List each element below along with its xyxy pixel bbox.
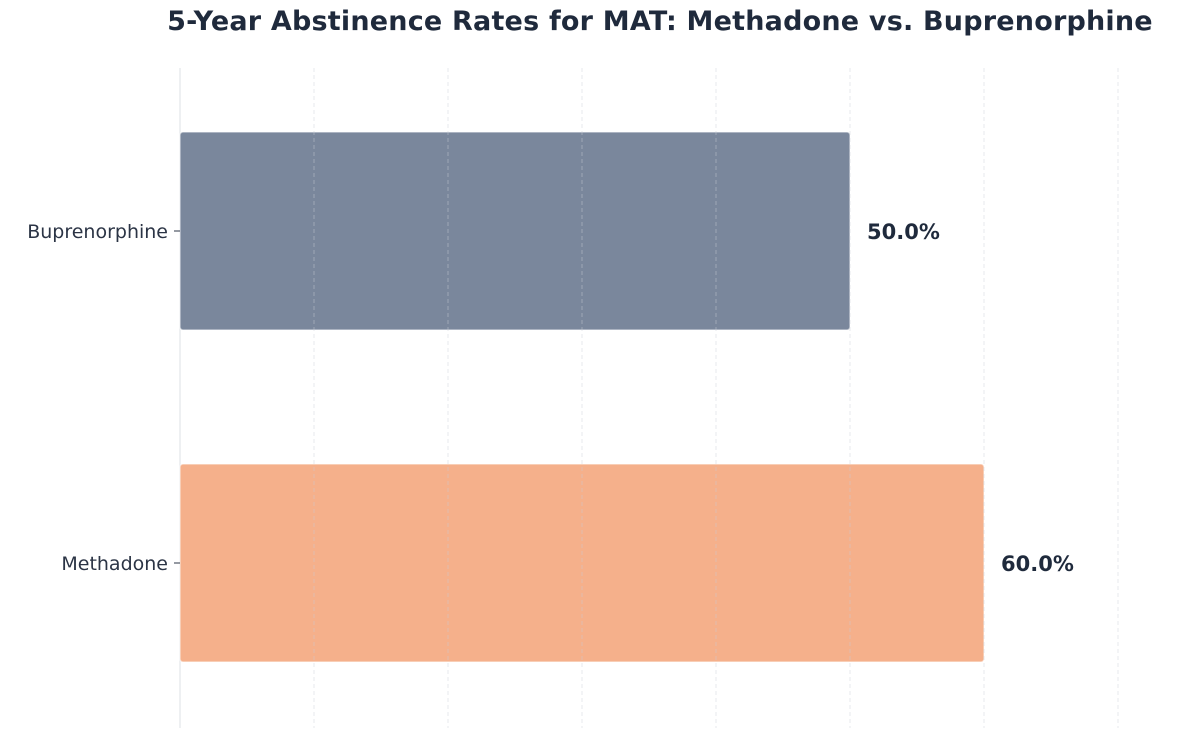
y-tick-label: Methadone [61,553,168,575]
chart-title: 5-Year Abstinence Rates for MAT: Methado… [167,6,1153,37]
data-label: 50.0% [867,220,940,244]
bar-buprenorphine [179,131,851,331]
bar-methadone [179,463,985,663]
data-label: 60.0% [1001,552,1074,576]
y-tick-label: Buprenorphine [27,221,168,243]
